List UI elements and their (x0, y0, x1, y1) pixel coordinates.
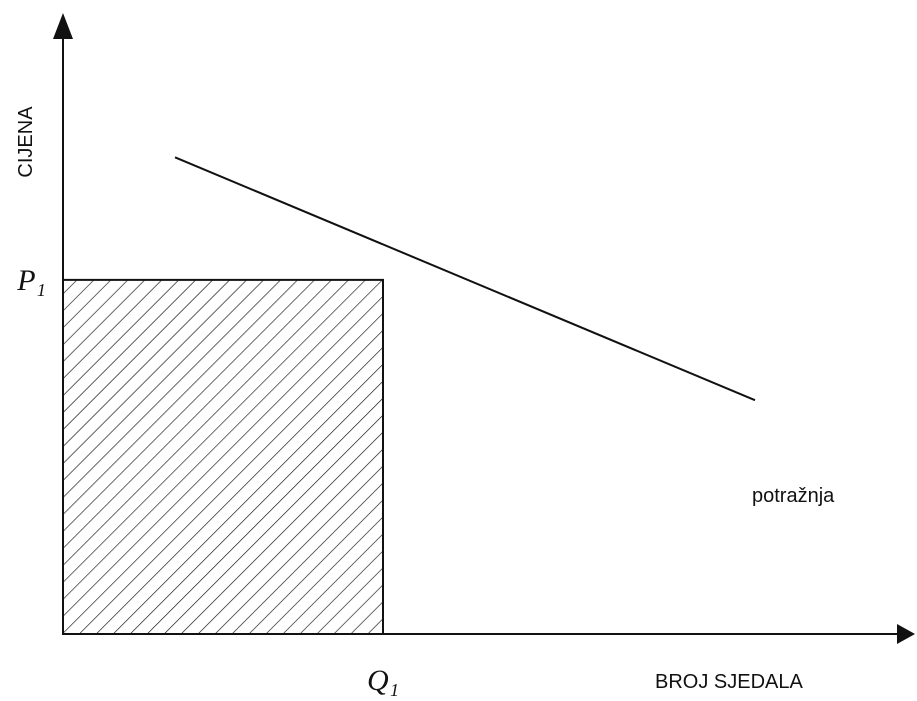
y-axis-arrow (53, 13, 73, 39)
y-tick-label: P₁ (16, 264, 46, 297)
y-axis-label: CIJENA (15, 106, 37, 178)
x-axis-label: BROJ SJEDALA (655, 671, 803, 693)
x-tick-label: Q₁ (367, 664, 399, 697)
demand-line (174, 156, 756, 402)
x-axis-arrow (897, 624, 915, 644)
demand-series-label: potražnja (752, 485, 835, 507)
shaded-revenue-area (62, 278, 384, 635)
